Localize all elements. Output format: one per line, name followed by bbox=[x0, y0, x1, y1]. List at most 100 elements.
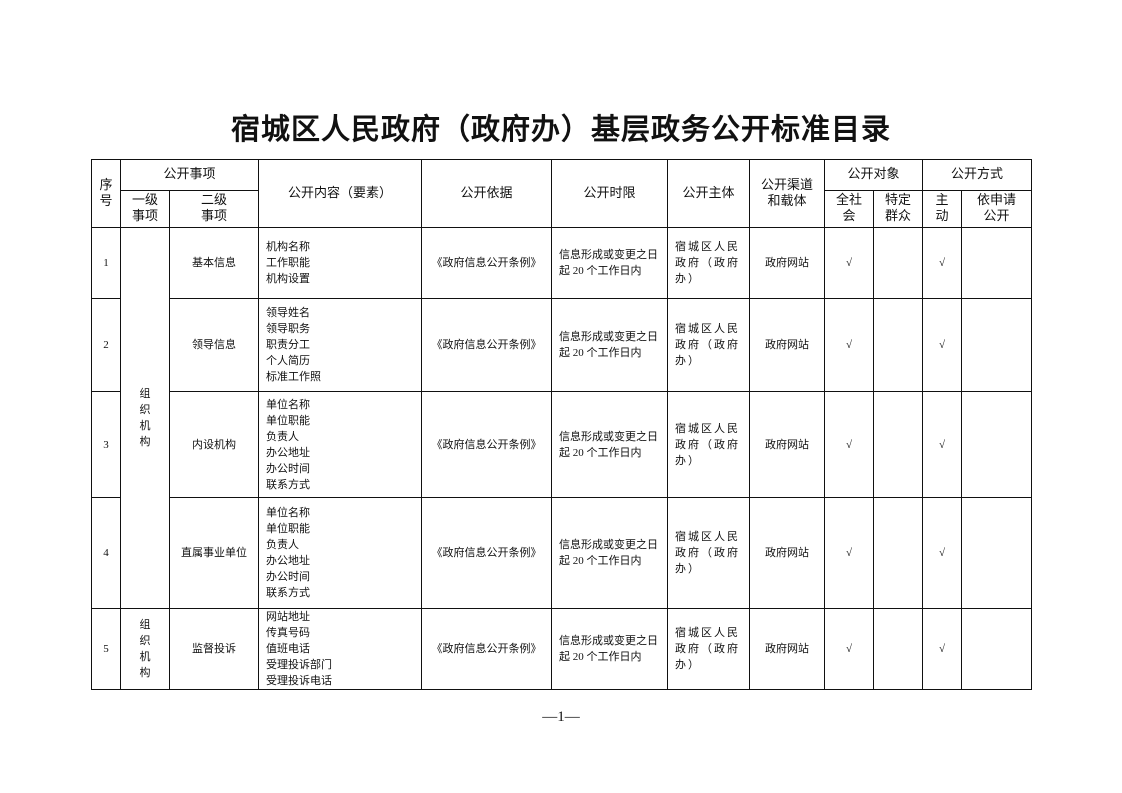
content-line: 办公时间 bbox=[266, 571, 310, 583]
cell-method-request bbox=[961, 227, 1032, 299]
cell-time-limit: 信息形成或变更之日起 20 个工作日内 bbox=[551, 497, 668, 609]
header-item: 公开事项 bbox=[120, 159, 259, 191]
cell-audience-all: √ bbox=[824, 227, 874, 299]
header-method-active: 主动 bbox=[922, 190, 962, 228]
cell-content: 网站地址传真号码值班电话受理投诉部门 受理投诉电话 bbox=[258, 608, 422, 690]
cell-content: 单位名称 单位职能 负责人 办公地址 办公时间 联系方式 bbox=[258, 497, 422, 609]
header-level2: 二级事项 bbox=[169, 190, 259, 228]
cell-basis: 《政府信息公开条例》 bbox=[421, 391, 552, 498]
table-row: 3 内设机构 单位名称 单位职能 负责人 办公地址 办公时间 联系方式 《政府信息公开条例》 信息… bbox=[91, 391, 1032, 498]
content-line: 单位名称 bbox=[266, 507, 310, 519]
document-title: 宿城区人民政府（政府办）基层政务公开标准目录 bbox=[230, 112, 891, 146]
cell-seq: 2 bbox=[91, 298, 121, 392]
cell-time-limit: 信息形成或变更之日起 20 个工作日内 bbox=[551, 227, 668, 299]
cell-basis: 《政府信息公开条例》 bbox=[421, 608, 552, 690]
cell-method-active: √ bbox=[922, 227, 962, 299]
content-line: 联系方式 bbox=[266, 478, 310, 491]
header-channel: 公开渠道和载体 bbox=[749, 159, 825, 228]
cell-content: 领导姓名领导职务职责分工个人简历标准工作照 bbox=[258, 298, 422, 392]
cell-audience-specific bbox=[873, 227, 923, 299]
cell-audience-all: √ bbox=[824, 298, 874, 392]
cell-channel: 政府网站 bbox=[749, 608, 825, 690]
cell-method-active: √ bbox=[922, 497, 962, 609]
cell-channel: 政府网站 bbox=[749, 497, 825, 609]
content-line: 单位职能 bbox=[266, 414, 310, 427]
cell-seq: 5 bbox=[91, 608, 121, 690]
cell-content: 单位名称 单位职能 负责人 办公地址 办公时间 联系方式 bbox=[258, 391, 422, 498]
cell-method-request bbox=[961, 497, 1032, 609]
cell-subject: 宿城区人民政府（政府办） bbox=[667, 227, 750, 299]
cell-audience-specific bbox=[873, 497, 923, 609]
cell-audience-specific bbox=[873, 391, 923, 498]
header-audience: 公开对象 bbox=[824, 159, 923, 191]
header-method: 公开方式 bbox=[922, 159, 1032, 191]
header-time-limit: 公开时限 bbox=[551, 159, 668, 228]
content-line: 办公地址 bbox=[266, 446, 310, 459]
header-method-request: 依申请公开 bbox=[961, 190, 1032, 228]
cell-subject: 宿城区人民政府（政府办） bbox=[667, 391, 750, 498]
cell-audience-all: √ bbox=[824, 391, 874, 498]
header-level1: 一级事项 bbox=[120, 190, 170, 228]
cell-audience-specific bbox=[873, 298, 923, 392]
content-line: 单位职能 bbox=[266, 523, 310, 535]
content-line: 联系方式 bbox=[266, 587, 310, 599]
cell-time-limit: 信息形成或变更之日起 20 个工作日内 bbox=[551, 391, 668, 498]
cell-seq: 4 bbox=[91, 497, 121, 609]
cell-seq: 1 bbox=[91, 227, 121, 299]
cell-subject: 宿城区人民政府（政府办） bbox=[667, 608, 750, 690]
content-line: 机构名称 bbox=[266, 241, 310, 253]
cell-level2: 直属事业单位 bbox=[169, 497, 259, 609]
cell-level1: 组织机构 bbox=[120, 227, 170, 609]
cell-basis: 《政府信息公开条例》 bbox=[421, 298, 552, 392]
cell-level2: 监督投诉 bbox=[169, 608, 259, 690]
cell-subject: 宿城区人民政府（政府办） bbox=[667, 497, 750, 609]
header-audience-all: 全社会 bbox=[824, 190, 874, 228]
content-line: 受理投诉部门 bbox=[266, 659, 332, 671]
disclosure-table: 序号 公开事项 公开内容（要素） 公开依据 公开时限 公开主体 公开渠道和载体 … bbox=[91, 159, 1032, 690]
content-line: 个人简历 bbox=[266, 355, 310, 367]
cell-audience-specific bbox=[873, 608, 923, 690]
table-row: 4 直属事业单位 单位名称 单位职能 负责人 办公地址 办公时间 联系方式 《政府信息公开条例》… bbox=[91, 497, 1032, 609]
content-line: 受理投诉电话 bbox=[266, 675, 332, 687]
content-line: 机构设置 bbox=[266, 273, 310, 285]
content-line: 负责人 bbox=[266, 539, 299, 551]
cell-method-request bbox=[961, 298, 1032, 392]
header-content: 公开内容（要素） bbox=[258, 159, 422, 228]
table-row: 1 组织机构 基本信息 机构名称 工作职能 机构设置 《政府信息公开条例》 信息形成或变更之日… bbox=[91, 227, 1032, 609]
cell-method-active: √ bbox=[922, 391, 962, 498]
cell-level2: 基本信息 bbox=[169, 227, 259, 299]
cell-audience-all: √ bbox=[824, 497, 874, 609]
cell-subject: 宿城区人民政府（政府办） bbox=[667, 298, 750, 392]
content-line: 负责人 bbox=[266, 430, 299, 443]
cell-basis: 《政府信息公开条例》 bbox=[421, 497, 552, 609]
content-line: 网站地址 bbox=[266, 611, 310, 623]
content-line: 领导姓名 bbox=[266, 307, 310, 319]
cell-level2: 内设机构 bbox=[169, 391, 259, 498]
header-audience-specific: 特定群众 bbox=[873, 190, 923, 228]
content-line: 领导职务 bbox=[266, 323, 310, 335]
content-line: 单位名称 bbox=[266, 398, 310, 411]
header-subject: 公开主体 bbox=[667, 159, 750, 228]
content-line: 工作职能 bbox=[266, 257, 310, 269]
content-line: 职责分工 bbox=[266, 339, 310, 351]
cell-channel: 政府网站 bbox=[749, 298, 825, 392]
page-number: —1— bbox=[542, 709, 580, 725]
cell-method-request bbox=[961, 608, 1032, 690]
cell-channel: 政府网站 bbox=[749, 391, 825, 498]
header-seq: 序号 bbox=[91, 159, 121, 228]
cell-seq: 3 bbox=[91, 391, 121, 498]
cell-method-active: √ bbox=[922, 298, 962, 392]
cell-level2: 领导信息 bbox=[169, 298, 259, 392]
cell-basis: 《政府信息公开条例》 bbox=[421, 227, 552, 299]
table-row: 5 组织机构 监督投诉 网站地址 传真号码 值班电话 受理投诉部门 受理投诉电话 《政府信息公开… bbox=[91, 608, 1032, 690]
header-basis: 公开依据 bbox=[421, 159, 552, 228]
content-line: 标准工作照 bbox=[266, 371, 321, 383]
cell-content: 机构名称工作职能机构设置 bbox=[258, 227, 422, 299]
cell-method-request bbox=[961, 391, 1032, 498]
content-line: 传真号码 bbox=[266, 627, 310, 639]
cell-audience-all: √ bbox=[824, 608, 874, 690]
content-line: 值班电话 bbox=[266, 643, 310, 655]
cell-time-limit: 信息形成或变更之日起 20 个工作日内 bbox=[551, 608, 668, 690]
table-row: 2 领导信息 领导姓名 领导职务 职责分工 个人简历 标准工作照 《政府信息公开条例》 信息形成… bbox=[91, 298, 1032, 392]
cell-method-active: √ bbox=[922, 608, 962, 690]
